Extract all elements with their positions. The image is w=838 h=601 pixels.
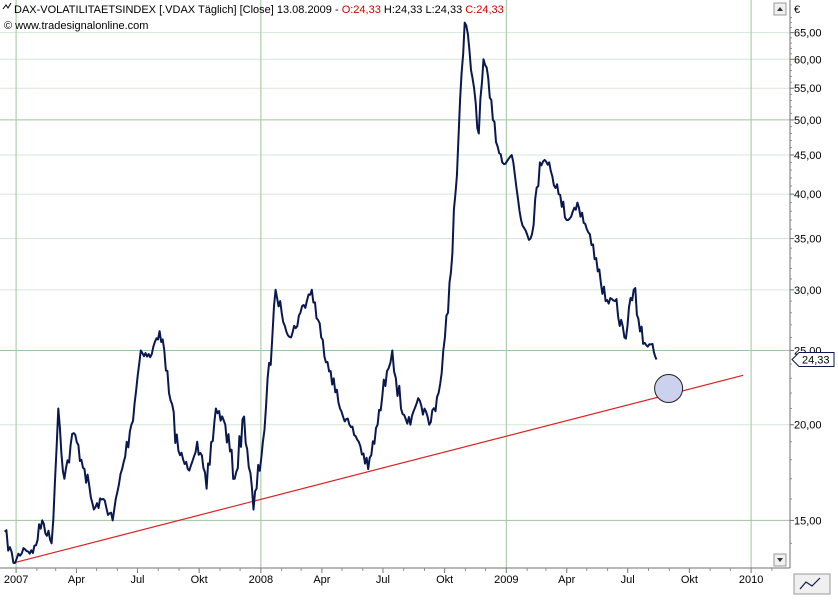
x-axis-ticks: 2007 Apr Jul Okt 2008 Apr Jul Okt 2009 Apr Jul Okt 2… bbox=[4, 568, 773, 586]
vdax-series-line bbox=[4, 21, 658, 564]
x-tick-label: Jul bbox=[621, 574, 635, 586]
x-tick-label: Apr bbox=[68, 574, 85, 586]
y-tick-label: 45,00 bbox=[794, 150, 822, 162]
last-value-shape bbox=[791, 352, 835, 368]
x-tick-label: 2009 bbox=[494, 574, 518, 586]
y-tick-label: 55,00 bbox=[794, 83, 822, 95]
y-tick-label: 50,00 bbox=[794, 115, 822, 127]
x-axis-panel bbox=[0, 569, 790, 601]
support-trendline bbox=[13, 374, 744, 564]
highlight-layer bbox=[654, 373, 684, 403]
axis-corner-button-box[interactable] bbox=[793, 573, 831, 595]
x-tick-label: Okt bbox=[436, 574, 453, 586]
currency-symbol: € bbox=[794, 4, 800, 16]
plot-area bbox=[0, 0, 790, 568]
series-layer bbox=[4, 21, 658, 564]
y-axis-panel bbox=[791, 0, 838, 568]
last-value-label: 24,33 bbox=[802, 355, 830, 367]
x-tick-label: Apr bbox=[313, 574, 330, 586]
highlight-circle bbox=[654, 373, 684, 403]
header-open: O:24,33 bbox=[342, 4, 381, 16]
arrow-down-icon bbox=[777, 558, 783, 562]
trendline-layer bbox=[13, 374, 744, 564]
y-tick-label: 15,00 bbox=[794, 515, 822, 527]
x-tick-label: Okt bbox=[191, 574, 208, 586]
x-tick-label: Okt bbox=[681, 574, 698, 586]
chart-corner-icon bbox=[799, 577, 821, 590]
y-axis-ticks: 15,0020,0025,0030,0035,0040,0045,0050,00… bbox=[790, 17, 822, 544]
y-tick-label: 35,00 bbox=[794, 234, 822, 246]
scroll-up-button[interactable] bbox=[773, 2, 787, 16]
chart-header: DAX-VOLATILITAETSINDEX [.VDAX Täglich] [… bbox=[14, 4, 504, 16]
header-high: H:24,33 bbox=[384, 4, 423, 16]
x-tick-label: 2010 bbox=[739, 574, 763, 586]
chart-type-icon bbox=[2, 2, 12, 10]
x-tick-label: 2007 bbox=[4, 574, 28, 586]
scroll-down-button[interactable] bbox=[773, 553, 787, 567]
last-value-marker: 24,33 bbox=[791, 352, 835, 368]
y-tick-label: 20,00 bbox=[794, 420, 822, 432]
copyright-text: © www.tradesignalonline.com bbox=[4, 20, 148, 32]
y-tick-label: 40,00 bbox=[794, 189, 822, 201]
y-tick-label: 65,00 bbox=[794, 28, 822, 40]
x-tick-label: 2008 bbox=[249, 574, 273, 586]
x-tick-label: Jul bbox=[376, 574, 390, 586]
y-tick-label: 30,00 bbox=[794, 285, 822, 297]
arrow-up-icon bbox=[777, 7, 783, 11]
header-low: L:24,33 bbox=[425, 4, 462, 16]
header-close: C:24,33 bbox=[465, 4, 504, 16]
header-title: DAX-VOLATILITAETSINDEX [.VDAX Täglich] [… bbox=[14, 4, 342, 16]
axis-corner-button[interactable] bbox=[793, 573, 831, 595]
grid-layer bbox=[0, 0, 790, 568]
x-tick-label: Jul bbox=[130, 574, 144, 586]
y-tick-label: 60,00 bbox=[794, 54, 822, 66]
x-tick-label: Apr bbox=[558, 574, 575, 586]
